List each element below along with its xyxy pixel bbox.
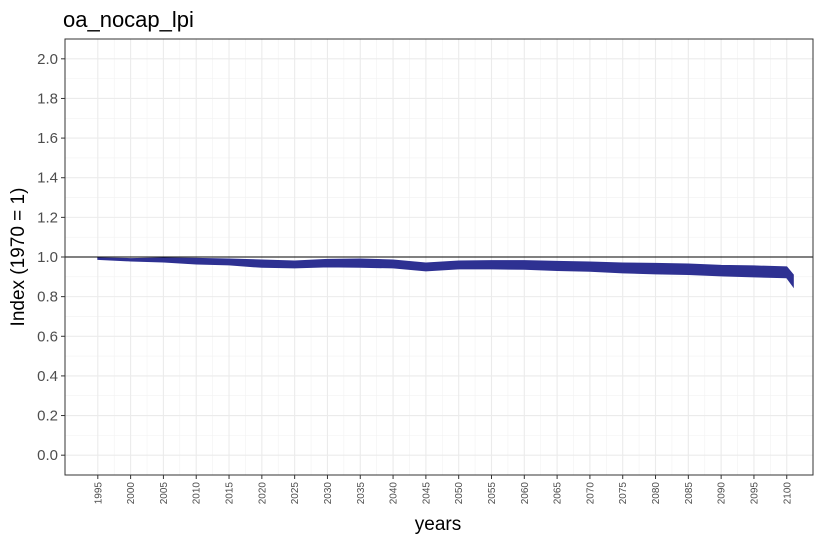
y-axis-ticks: 0.0 0.2 0.4 0.6 0.8 1.0 1.2 1.4 1.6 1.8 2.0 [37,51,65,464]
chart-title: oa_nocap_lpi [63,7,194,32]
x-tick-label: 2095 [749,482,760,505]
y-tick-label: 0.8 [37,289,58,306]
x-axis-title: years [415,514,461,535]
x-tick-label: 2005 [159,482,170,505]
y-tick-label: 1.8 [37,90,58,107]
x-tick-label: 2040 [389,482,400,505]
x-tick-label: 2085 [684,482,695,505]
x-tick-label: 2080 [651,482,662,505]
x-tick-label: 2060 [520,482,531,505]
y-tick-label: 0.2 [37,408,58,425]
x-tick-label: 2070 [585,482,596,505]
x-tick-label: 2075 [618,482,629,505]
x-tick-label: 2025 [290,482,301,505]
y-tick-label: 1.2 [37,209,58,226]
x-tick-label: 2000 [126,482,137,505]
y-tick-label: 0.6 [37,328,58,345]
x-axis-ticks: 1995 2000 2005 2010 2015 2020 2025 2030 2035 2040… [93,475,793,504]
x-tick-label: 2020 [257,482,268,505]
y-tick-label: 1.0 [37,249,58,266]
y-tick-label: 2.0 [37,51,58,68]
x-tick-label: 2100 [782,482,793,505]
x-tick-label: 2045 [421,482,432,505]
band-area [97,257,794,289]
y-tick-label: 0.4 [37,368,58,385]
x-tick-label: 2010 [192,482,203,505]
confidence-band [97,257,794,289]
x-tick-label: 2065 [553,482,564,505]
x-tick-label: 2055 [487,482,498,505]
y-tick-label: 0.0 [37,447,58,464]
x-tick-label: 2030 [323,482,334,505]
y-tick-label: 1.4 [37,170,58,187]
y-axis-title: Index (1970 = 1) [8,188,29,327]
y-tick-label: 1.6 [37,130,58,147]
x-tick-label: 2090 [717,482,728,505]
x-tick-label: 2050 [454,482,465,505]
x-tick-label: 2035 [356,482,367,505]
x-tick-label: 1995 [93,482,104,505]
x-tick-label: 2015 [225,482,236,505]
grid-lines [65,39,813,475]
